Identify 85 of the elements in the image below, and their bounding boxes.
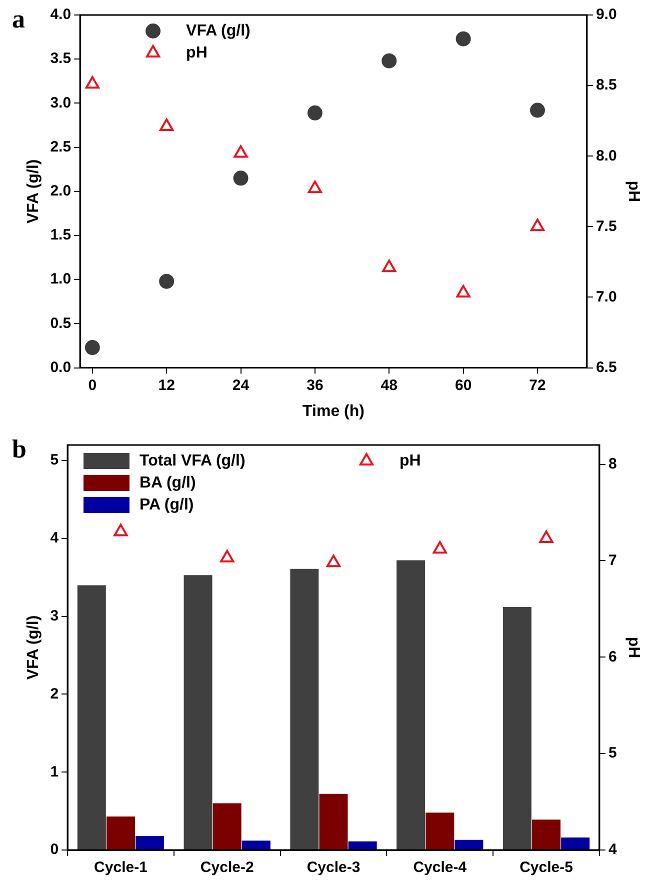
bar — [242, 840, 270, 850]
y2-tick-label: 8 — [608, 455, 617, 472]
y2-axis-title: pH — [624, 180, 642, 202]
bar — [106, 816, 135, 850]
y-tick-label: 2.0 — [50, 182, 72, 200]
x-tick-label: Cycle-3 — [306, 859, 360, 876]
y-axis-title: VFA (g/l) — [25, 159, 42, 224]
y2-tick-label: 8.5 — [596, 76, 617, 94]
y-tick-label: 1.5 — [50, 226, 72, 244]
legend-label: VFA (g/l) — [186, 22, 250, 40]
y2-axis-title: pH — [624, 636, 642, 658]
y2-tick-label: 8.0 — [596, 147, 617, 164]
x-tick-label: Cycle-2 — [200, 859, 254, 876]
point — [456, 31, 471, 46]
y-tick-label: 0.5 — [50, 314, 72, 332]
point — [326, 554, 341, 568]
bar — [561, 838, 590, 850]
point — [307, 105, 322, 120]
y2-tick-label: 5 — [608, 744, 617, 762]
y-tick-label: 3 — [50, 607, 59, 624]
chart-title: b — [12, 434, 26, 464]
y-tick-label: 4 — [50, 530, 60, 547]
y-tick-label: 1 — [50, 763, 59, 780]
legend-label: pH — [400, 452, 421, 470]
point — [220, 550, 234, 562]
legend-label: BA (g/l) — [140, 474, 196, 492]
y-tick-label: 3.0 — [50, 94, 72, 112]
x-tick-label: 48 — [380, 376, 398, 394]
y2-tick-label: 7 — [608, 552, 617, 569]
y-tick-label: 0 — [50, 841, 59, 858]
bar — [532, 820, 561, 850]
point — [456, 285, 470, 298]
y2-tick-label: 9.0 — [596, 6, 617, 24]
point — [159, 274, 174, 289]
bar — [77, 585, 106, 850]
y-tick-label: 1.0 — [50, 270, 72, 288]
point — [114, 524, 128, 536]
point — [233, 170, 248, 186]
y-tick-label: 2.5 — [50, 138, 72, 156]
point — [382, 53, 397, 68]
bar — [290, 568, 319, 850]
x-tick-label: 36 — [306, 376, 324, 394]
legend-label: Total VFA (g/l) — [140, 452, 246, 470]
y2-tick-label: 4 — [608, 841, 618, 858]
x-axis-title: Time (h) — [302, 402, 364, 420]
x-tick-label: 72 — [529, 376, 546, 394]
bar — [396, 560, 426, 850]
x-tick-label: Cycle-5 — [520, 859, 573, 876]
x-tick-label: Cycle-4 — [413, 859, 468, 876]
point — [308, 180, 322, 194]
point — [382, 260, 396, 272]
bar — [136, 836, 164, 850]
point — [84, 340, 100, 356]
bar — [426, 812, 454, 850]
point — [234, 145, 248, 158]
point — [160, 118, 174, 131]
bar — [184, 575, 212, 850]
y2-tick-label: 6 — [608, 648, 617, 666]
legend-label: pH — [186, 44, 208, 62]
bar — [319, 794, 348, 850]
chart-title: a — [12, 4, 25, 34]
bar — [454, 840, 484, 850]
bar — [348, 841, 377, 850]
point — [530, 218, 545, 232]
x-tick-label: 24 — [232, 376, 250, 394]
x-tick-label: 60 — [454, 376, 472, 394]
y-axis-title: VFA (g/l) — [25, 615, 42, 680]
y-tick-label: 5 — [50, 452, 59, 469]
x-tick-label: 12 — [158, 376, 175, 394]
y-tick-label: 0.0 — [50, 358, 72, 376]
point — [432, 541, 447, 554]
point — [530, 102, 545, 118]
bar — [212, 803, 242, 850]
y2-tick-label: 7.5 — [596, 218, 617, 235]
point — [85, 76, 100, 89]
bar — [502, 607, 532, 850]
point — [539, 530, 554, 544]
x-tick-label: 0 — [88, 376, 97, 394]
y2-tick-label: 6.5 — [596, 358, 617, 376]
y-tick-label: 4.0 — [50, 6, 72, 24]
legend-label: PA (g/l) — [140, 496, 194, 514]
y-tick-label: 3.5 — [50, 50, 72, 68]
y-tick-label: 2 — [50, 685, 59, 702]
x-tick-label: Cycle-1 — [94, 859, 148, 876]
y2-tick-label: 7.0 — [596, 288, 617, 306]
